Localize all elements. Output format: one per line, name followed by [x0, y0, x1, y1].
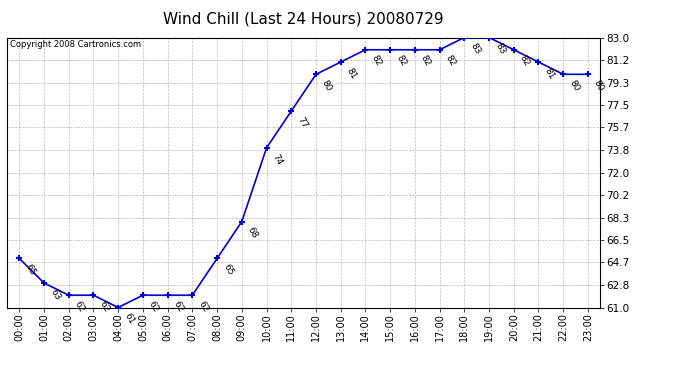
Text: 62: 62: [197, 299, 210, 314]
Text: 68: 68: [246, 226, 259, 240]
Text: 80: 80: [592, 78, 606, 93]
Text: 62: 62: [73, 299, 86, 314]
Text: 83: 83: [493, 42, 506, 56]
Text: 63: 63: [48, 287, 61, 302]
Text: 65: 65: [221, 262, 235, 277]
Text: 80: 80: [320, 78, 334, 93]
Text: 62: 62: [147, 299, 161, 314]
Text: 65: 65: [23, 262, 37, 277]
Text: 62: 62: [97, 299, 111, 314]
Text: 74: 74: [270, 152, 284, 166]
Text: 77: 77: [295, 115, 309, 130]
Text: Copyright 2008 Cartronics.com: Copyright 2008 Cartronics.com: [10, 40, 141, 49]
Text: Wind Chill (Last 24 Hours) 20080729: Wind Chill (Last 24 Hours) 20080729: [164, 11, 444, 26]
Text: 62: 62: [172, 299, 185, 314]
Text: 82: 82: [370, 54, 383, 68]
Text: 82: 82: [518, 54, 531, 68]
Text: 82: 82: [394, 54, 408, 68]
Text: 61: 61: [122, 312, 136, 326]
Text: 80: 80: [567, 78, 581, 93]
Text: 82: 82: [419, 54, 433, 68]
Text: 81: 81: [345, 66, 358, 81]
Text: 82: 82: [444, 54, 457, 68]
Text: 83: 83: [469, 42, 482, 56]
Text: 81: 81: [542, 66, 556, 81]
